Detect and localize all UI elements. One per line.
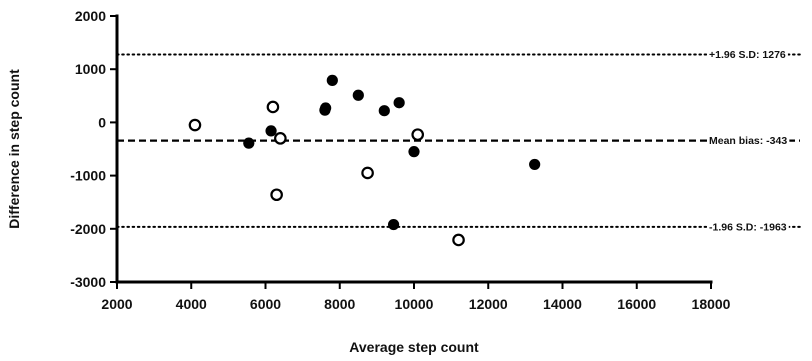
- x-tick-label: 16000: [617, 296, 656, 312]
- filled-data-point: [529, 158, 541, 171]
- filled-data-point: [320, 102, 332, 114]
- filled-data-point: [352, 89, 364, 101]
- x-tick-label: 2000: [101, 296, 132, 312]
- y-tick-label: -3000: [70, 274, 106, 290]
- filled-data-point: [265, 125, 277, 137]
- open-data-point: [270, 188, 283, 202]
- y-tick-label: 2000: [75, 8, 106, 24]
- x-tick-label: 6000: [250, 296, 281, 312]
- y-tick-label: 1000: [75, 61, 106, 77]
- x-axis-ticks: 2000 4000 6000 8000 10000 12000 14000 16000 1800…: [101, 282, 731, 312]
- x-tick-label: 8000: [324, 296, 355, 312]
- open-data-point: [361, 166, 374, 180]
- x-tick-label: 4000: [176, 296, 207, 312]
- open-data-point: [188, 118, 202, 132]
- filled-data-point: [393, 97, 405, 109]
- reference-label-background: [707, 49, 788, 62]
- x-tick-label: 12000: [469, 296, 508, 312]
- open-data-point: [452, 233, 465, 247]
- y-tick-label: -2000: [70, 221, 106, 237]
- filled-data-point: [378, 105, 390, 117]
- reference-line-label: Mean bias: -343: [709, 135, 787, 147]
- filled-data-point: [387, 218, 400, 231]
- y-tick-label: -1000: [70, 168, 106, 184]
- reference-lines: +1.96 S.D: 1276 Mean bias: -343 -1.96 S.D:…: [116, 49, 801, 234]
- reference-line-label: +1.96 S.D: 1276: [709, 49, 786, 61]
- open-data-point: [266, 100, 280, 114]
- y-tick-label: 0: [98, 114, 106, 130]
- y-axis-ticks: 2000 1000 0 -1000 -2000 -3000: [70, 8, 117, 290]
- x-tick-label: 10000: [395, 296, 434, 312]
- reference-label-background: [707, 221, 789, 234]
- open-data-point: [411, 128, 425, 141]
- filled-data-point: [408, 146, 420, 158]
- filled-data-point: [326, 74, 338, 86]
- filled-data-point: [243, 137, 255, 149]
- open-data-point: [274, 132, 287, 145]
- x-tick-label: 18000: [692, 296, 731, 312]
- y-axis-title: Difference in step count: [6, 69, 22, 229]
- reference-line-label: -1.96 S.D: -1963: [709, 221, 787, 233]
- x-axis-title: Average step count: [349, 339, 479, 355]
- data-points: [188, 74, 541, 247]
- x-tick-label: 14000: [543, 296, 582, 312]
- reference-label-background: [707, 135, 790, 148]
